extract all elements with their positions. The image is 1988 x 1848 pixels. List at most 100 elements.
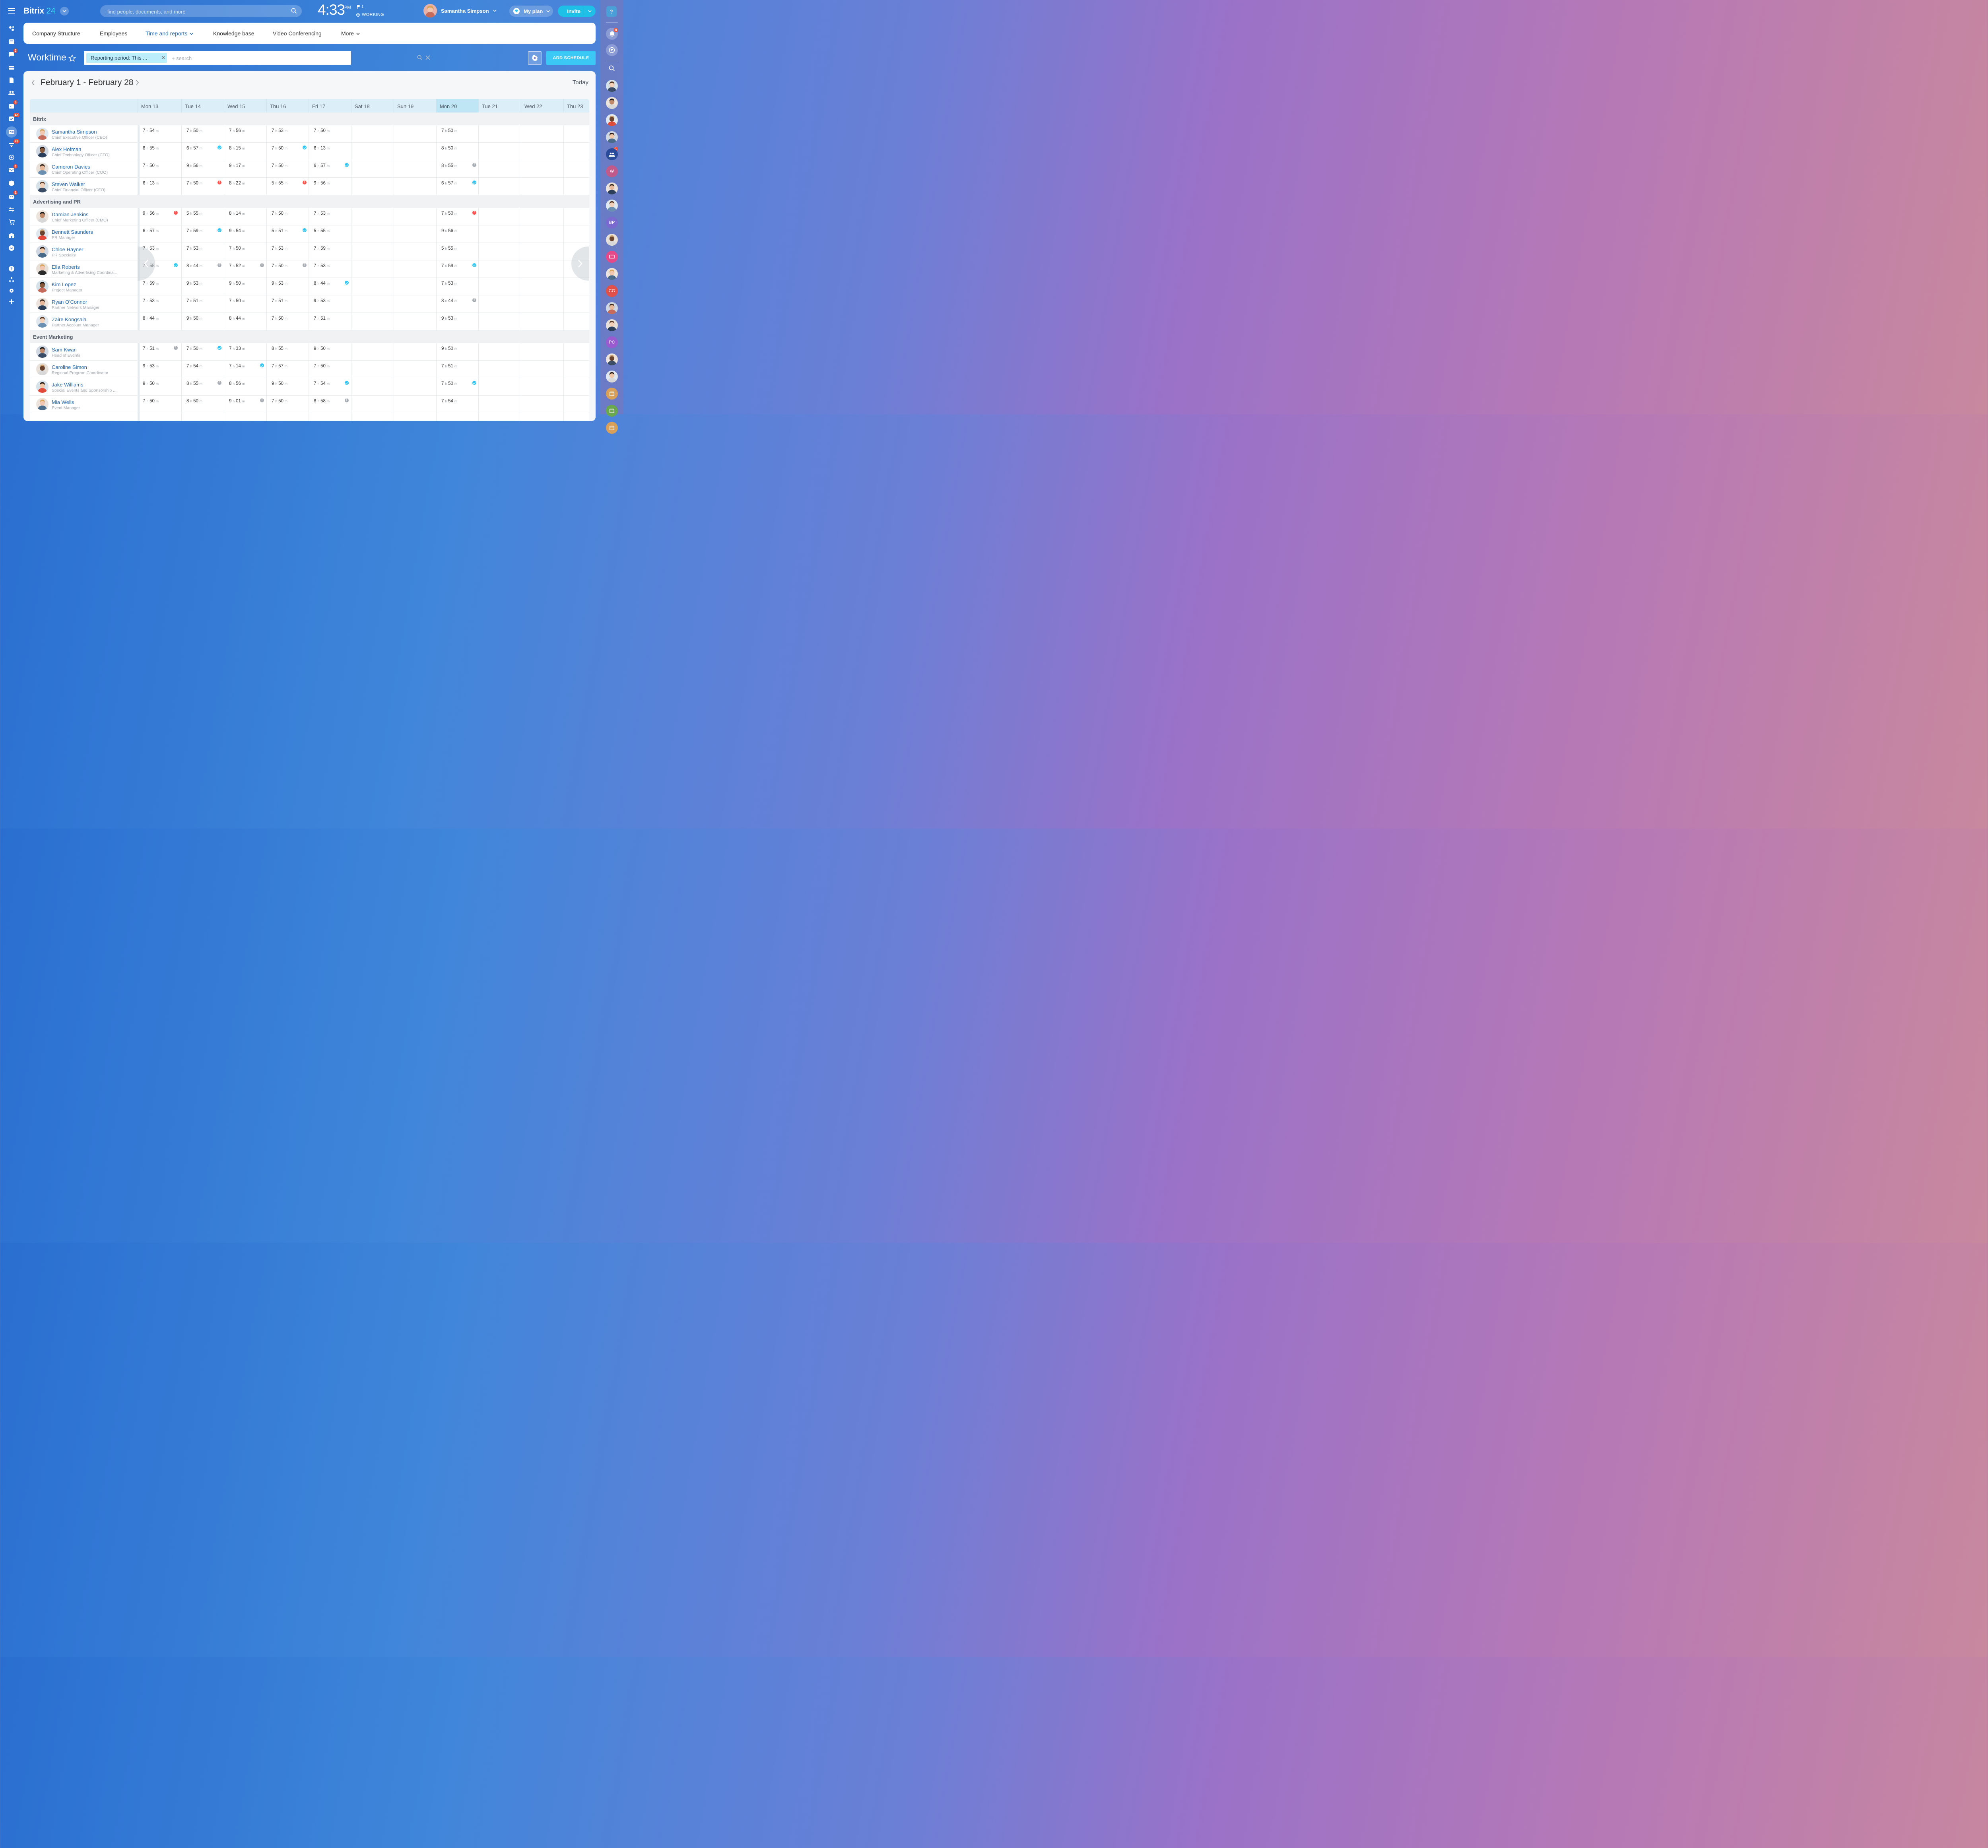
worktime-cell[interactable]: 9 h 50 m	[266, 378, 309, 396]
worktime-cell[interactable]: 9 h 50 m	[436, 343, 479, 361]
notice-alert-icon[interactable]	[260, 263, 264, 267]
worktime-cell[interactable]: 8 h 44 m	[309, 278, 351, 295]
chevron-down-icon[interactable]	[588, 10, 592, 12]
worktime-cell[interactable]: 7 h 50 m	[224, 243, 266, 260]
worktime-cell[interactable]: 7 h 50 m	[436, 125, 479, 143]
worktime-cell[interactable]: 7 h 56 m	[224, 125, 266, 143]
contact-avatar[interactable]	[606, 114, 618, 126]
contact-avatar[interactable]	[606, 319, 618, 331]
employee-name[interactable]: Ella Roberts	[51, 264, 80, 270]
worktime-cell[interactable]: 8 h 44 m	[138, 313, 180, 330]
worktime-cell[interactable]: 9 h 50 m	[309, 343, 351, 361]
messenger-button[interactable]	[606, 44, 618, 56]
worktime-cell[interactable]: 7 h 50 m	[181, 343, 224, 361]
avatar[interactable]	[36, 180, 49, 192]
worktime-cell[interactable]: 8 h 44 m	[436, 295, 479, 313]
worktime-cell[interactable]: 9 h 50 m	[181, 313, 224, 330]
worktime-cell[interactable]: 7 h 54 m	[138, 125, 180, 143]
sidebar-item-store[interactable]	[7, 179, 16, 187]
today-button[interactable]: Today	[572, 79, 588, 86]
avatar[interactable]	[36, 245, 49, 258]
sidebar-item-settings[interactable]	[7, 287, 16, 295]
approved-check-icon[interactable]	[260, 363, 264, 367]
filter-chip[interactable]: Reporting period: This ... ✕	[86, 52, 167, 63]
notifications-button[interactable]	[606, 27, 618, 40]
contact-initials[interactable]: BP	[606, 216, 618, 229]
worktime-cell[interactable]: 9 h 56 m	[436, 225, 479, 243]
worktime-cell[interactable]: 7 h 59 m	[436, 260, 479, 278]
approved-check-icon[interactable]	[302, 145, 307, 149]
violation-alert-icon[interactable]	[217, 180, 221, 184]
sidebar-item-shop[interactable]	[7, 218, 16, 226]
worktime-cell[interactable]: 9 h 56 m	[138, 208, 180, 225]
worktime-cell[interactable]: 7 h 50 m	[309, 125, 351, 143]
worktime-cell[interactable]: 8 h 14 m	[224, 208, 266, 225]
sidebar-item-add[interactable]	[7, 298, 16, 306]
avatar[interactable]	[36, 280, 49, 293]
sidebar-item-calendar[interactable]: 3	[7, 99, 18, 110]
sidebar-item-docs[interactable]	[7, 76, 16, 84]
worktime-cell[interactable]: 6 h 13 m	[309, 143, 351, 160]
approved-check-icon[interactable]	[217, 346, 221, 350]
worktime-cell[interactable]: 8 h 56 m	[224, 378, 266, 396]
sidebar-item-automation[interactable]: 1	[7, 190, 18, 200]
worktime-cell[interactable]: 6 h 57 m	[181, 143, 224, 160]
worktime-cell[interactable]: 9 h 53 m	[436, 313, 479, 330]
sidebar-item-more[interactable]	[7, 244, 16, 252]
worktime-cell[interactable]: 6 h 13 m	[138, 178, 180, 195]
worktime-cell[interactable]: 6 h 57 m	[309, 160, 351, 178]
contact-initials[interactable]: CG	[606, 285, 618, 297]
worktime-cell[interactable]: 7 h 33 m	[224, 343, 266, 361]
chip-remove-icon[interactable]: ✕	[161, 54, 165, 60]
worktime-cell[interactable]: 8 h 55 m	[181, 378, 224, 396]
notice-alert-icon[interactable]	[472, 163, 476, 167]
chevron-left-icon[interactable]	[31, 80, 35, 85]
group-chat-avatar[interactable]	[606, 148, 618, 160]
worktime-cell[interactable]: 5 h 55 m	[266, 178, 309, 195]
filter-search-input[interactable]	[171, 53, 328, 63]
employee-name[interactable]: Steven Walker	[51, 181, 85, 187]
tab-video-conferencing[interactable]: Video Conferencing	[272, 30, 322, 37]
contact-avatar[interactable]	[606, 97, 618, 109]
worktime-cell[interactable]: 7 h 51 m	[181, 295, 224, 313]
avatar[interactable]	[36, 363, 49, 375]
invite-button[interactable]: Invite	[557, 5, 596, 17]
employee-name[interactable]: Zaire Kongsala	[51, 316, 87, 322]
worktime-cell[interactable]: 7 h 54 m	[181, 361, 224, 378]
sidebar-item-tasks[interactable]: 48	[7, 112, 20, 123]
avatar[interactable]	[36, 380, 49, 393]
approved-check-icon[interactable]	[302, 228, 307, 232]
avatar[interactable]	[36, 315, 49, 328]
worktime-cell[interactable]: 8 h 50 m	[181, 396, 224, 413]
employee-name[interactable]: Kim Lopez	[51, 281, 76, 287]
settings-button[interactable]	[528, 51, 542, 65]
contact-avatar[interactable]	[606, 131, 618, 143]
sidebar-item-marketing[interactable]	[7, 153, 16, 161]
sidebar-item-help[interactable]: ?	[7, 265, 16, 273]
employee-name[interactable]: Caroline Simon	[51, 364, 87, 370]
worktime-cell[interactable]: 7 h 50 m	[181, 125, 224, 143]
contact-avatar[interactable]	[606, 302, 618, 314]
approved-check-icon[interactable]	[472, 263, 476, 267]
worktime-cell[interactable]: 9 h 56 m	[181, 160, 224, 178]
approved-check-icon[interactable]	[217, 228, 221, 232]
worktime-cell[interactable]: 7 h 50 m	[266, 396, 309, 413]
worktime-cell[interactable]: 9 h 53 m	[138, 361, 180, 378]
approved-check-icon[interactable]	[344, 380, 349, 385]
flag-counter[interactable]: 1	[357, 5, 364, 9]
approved-check-icon[interactable]	[173, 263, 178, 267]
worktime-cell[interactable]: 7 h 50 m	[224, 295, 266, 313]
employee-name[interactable]: Jake Williams	[51, 381, 83, 388]
hamburger-menu-icon[interactable]	[8, 8, 15, 14]
avatar[interactable]	[36, 162, 49, 175]
chevron-right-icon[interactable]	[136, 80, 139, 85]
approved-check-icon[interactable]	[344, 280, 349, 285]
notice-alert-icon[interactable]	[173, 346, 178, 350]
calendar-event-avatar[interactable]	[606, 421, 618, 434]
employee-name[interactable]: Chloe Rayner	[51, 246, 83, 252]
worktime-cell[interactable]: 7 h 51 m	[309, 313, 351, 330]
worktime-cell[interactable]: 8 h 22 m	[224, 178, 266, 195]
